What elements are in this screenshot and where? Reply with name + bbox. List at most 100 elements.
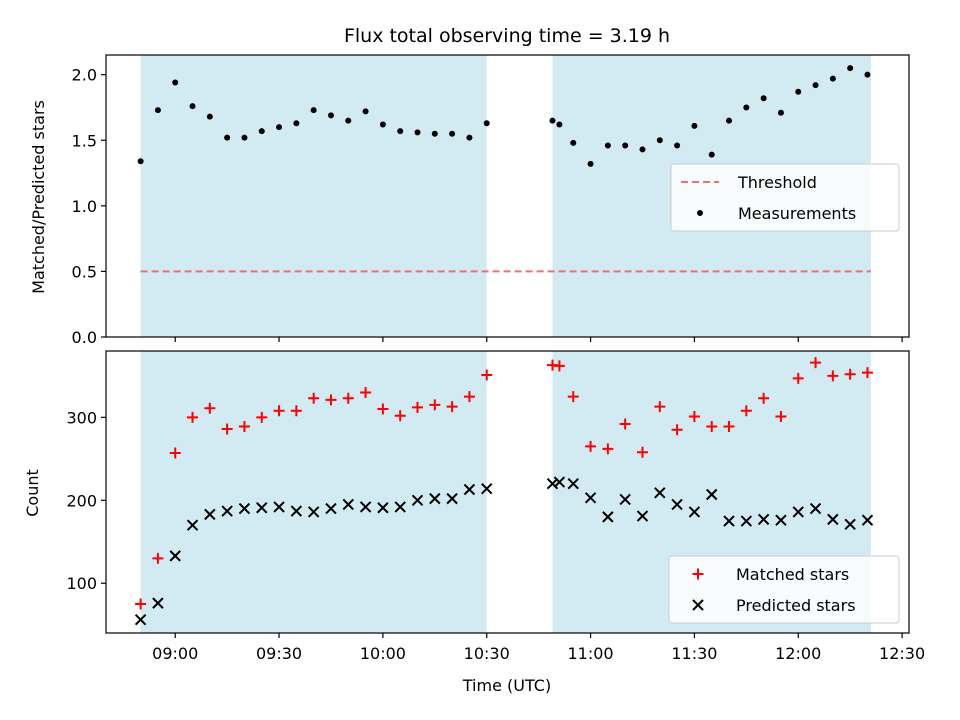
x-axis-label: Time (UTC) xyxy=(462,676,551,695)
measurement-point xyxy=(795,88,802,95)
y-tick-label: 100 xyxy=(66,574,97,593)
predicted-stars-point xyxy=(169,550,181,562)
predicted-stars-point xyxy=(619,493,631,506)
matched-stars-point xyxy=(135,598,147,610)
matched-stars-point xyxy=(775,411,787,423)
x-tick-label: 12:00 xyxy=(775,644,821,663)
predicted-stars-point xyxy=(463,483,476,496)
x-tick-label: 10:00 xyxy=(360,644,406,663)
matched-stars-point xyxy=(256,411,268,423)
predicted-stars-point xyxy=(256,502,268,514)
predicted-stars-point xyxy=(481,482,493,495)
matched-stars-point xyxy=(325,394,337,406)
measurement-point xyxy=(345,117,352,124)
y-axis-label-ratio: Matched/Predicted stars xyxy=(29,100,48,294)
measurement-point xyxy=(206,113,213,120)
matched-stars-point xyxy=(723,420,735,432)
predicted-stars-point xyxy=(567,477,579,490)
measurement-point xyxy=(864,71,871,78)
predicted-stars-point xyxy=(584,492,597,504)
predicted-stars-point xyxy=(394,501,406,513)
predicted-stars-point xyxy=(740,515,753,527)
measurement-point xyxy=(276,124,283,131)
matched-stars-point xyxy=(429,399,441,411)
measurement-point xyxy=(224,134,231,141)
y-axis-label-count: Count xyxy=(23,469,42,517)
legend-label: Predicted stars xyxy=(736,596,856,615)
legend-box xyxy=(670,163,900,232)
predicted-stars-point xyxy=(186,519,199,531)
matched-stars-point xyxy=(187,411,199,423)
y-tick-label: 1.0 xyxy=(72,197,97,216)
predicted-stars-point xyxy=(861,514,874,526)
matched-stars-point xyxy=(273,405,285,417)
measurement-point xyxy=(327,112,334,119)
matched-stars-point xyxy=(290,405,302,417)
matched-stars-point xyxy=(792,372,804,384)
predicted-stars-point xyxy=(290,505,303,517)
matched-stars-point xyxy=(169,447,181,459)
ratio-panel: 0.0 0.5 1.0 1.5 2.0 Threshold Measurements xyxy=(72,54,910,347)
predicted-stars-point xyxy=(204,508,216,521)
predicted-stars-point xyxy=(273,501,285,513)
measurement-point xyxy=(691,122,698,129)
observing-interval-band xyxy=(140,55,487,337)
measurement-point xyxy=(570,139,577,146)
measurement-point xyxy=(397,128,404,135)
measurement-point xyxy=(760,95,767,102)
predicted-stars-point xyxy=(359,501,372,513)
measurement-point xyxy=(258,128,265,135)
matched-stars-point xyxy=(844,368,856,380)
legend-matched-swatch xyxy=(692,568,704,580)
chart-title: Flux total observing time = 3.19 h xyxy=(344,25,670,47)
predicted-stars-point xyxy=(792,506,804,518)
measurement-point xyxy=(172,79,179,86)
y-tick-label: 0.0 xyxy=(72,328,97,347)
predicted-stars-point xyxy=(152,597,164,609)
plot-frame xyxy=(105,54,910,338)
matched-stars-point xyxy=(602,443,614,455)
predicted-stars-point xyxy=(446,492,458,505)
measurement-point xyxy=(777,109,784,116)
predicted-stars-point xyxy=(134,614,147,626)
measurement-point xyxy=(812,82,819,89)
predicted-stars-point xyxy=(377,502,389,514)
measurement-point xyxy=(137,158,144,165)
predicted-stars-point xyxy=(688,506,701,518)
matched-stars-point xyxy=(585,440,597,452)
matched-stars-point xyxy=(360,386,372,398)
measurement-point xyxy=(829,75,836,82)
measurement-point xyxy=(604,142,611,149)
matched-stars-point xyxy=(221,423,233,435)
y-tick-label: 2.0 xyxy=(72,66,97,85)
predicted-stars-point xyxy=(429,492,441,505)
matched-stars-point xyxy=(394,410,406,422)
predicted-stars-point xyxy=(411,494,424,507)
x-tick-label: 11:00 xyxy=(568,644,614,663)
predicted-stars-point xyxy=(636,510,649,522)
legend-box xyxy=(668,555,900,624)
x-tick-label: 09:30 xyxy=(256,644,302,663)
matched-stars-point xyxy=(152,552,164,564)
matched-stars-point xyxy=(758,392,770,404)
measurement-point xyxy=(622,142,629,149)
predicted-stars-point xyxy=(723,515,735,527)
legend-label: Measurements xyxy=(738,204,856,223)
legend-label: Threshold xyxy=(737,173,817,192)
matched-stars-point xyxy=(463,391,475,403)
predicted-stars-point xyxy=(654,487,666,499)
predicted-stars-point xyxy=(775,514,787,526)
matched-stars-point xyxy=(740,405,752,417)
y-tick-label: 0.5 xyxy=(72,262,97,281)
matched-stars-point xyxy=(619,418,631,430)
predicted-stars-point xyxy=(342,498,354,511)
matched-stars-point xyxy=(481,369,493,381)
measurement-point xyxy=(549,117,556,124)
plot-frame xyxy=(105,350,910,634)
matched-stars-point xyxy=(654,401,666,413)
measurement-point xyxy=(656,137,663,144)
predicted-stars-point xyxy=(238,502,251,515)
measurement-point xyxy=(743,104,750,111)
count-panel: 100 200 300 09:00 09:30 10:00 10:30 11:00 11:30 1… xyxy=(66,350,925,663)
